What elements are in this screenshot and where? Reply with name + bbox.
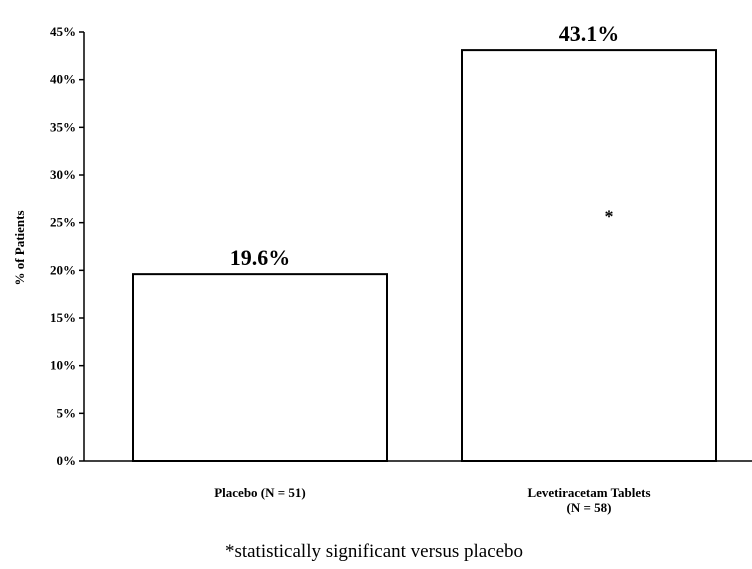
y-tick-label: 20%: [50, 262, 76, 277]
bar: [461, 49, 717, 462]
y-axis-ticks: 0% 5% 10% 15% 20% 25% 30% 35% 40% 45%: [50, 24, 84, 468]
x-category-label: (N = 58): [567, 500, 612, 515]
y-axis-title: % of Patients: [12, 210, 27, 285]
significance-marker: *: [605, 206, 614, 226]
bar-value-label: 43.1%: [559, 21, 620, 46]
labels: 19.6% Placebo (N = 51) 43.1% * Levetiracetam…: [214, 21, 650, 515]
y-tick-label: 35%: [50, 119, 76, 134]
y-tick-label: 25%: [50, 215, 76, 230]
y-tick-label: 0%: [57, 453, 77, 468]
y-tick-label: 30%: [50, 167, 76, 182]
axes: [83, 32, 752, 462]
y-tick-label: 5%: [57, 405, 77, 420]
x-category-label: Placebo (N = 51): [214, 485, 306, 500]
x-category-label: Levetiracetam Tablets: [527, 485, 650, 500]
y-tick-label: 10%: [50, 358, 76, 373]
bar: [132, 273, 388, 462]
y-tick-label: 15%: [50, 310, 76, 325]
y-tick-label: 40%: [50, 72, 76, 87]
bars: [132, 49, 717, 462]
bar-value-label: 19.6%: [230, 245, 291, 270]
y-tick-label: 45%: [50, 24, 76, 39]
footnote: *statistically significant versus placeb…: [225, 541, 523, 562]
